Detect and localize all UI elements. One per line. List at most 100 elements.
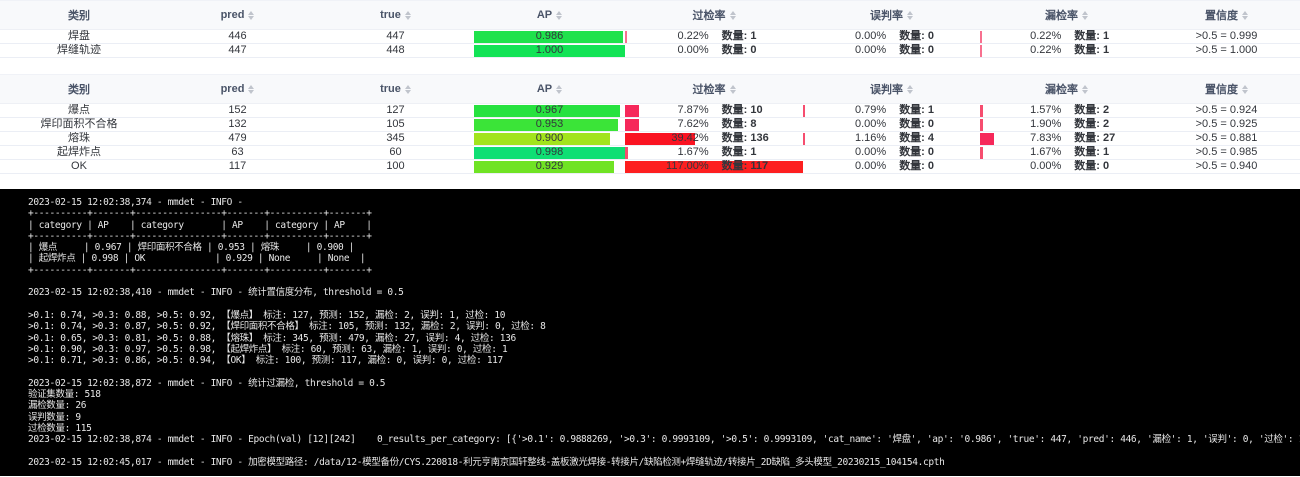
sort-asc-icon [556,84,563,89]
col-header-miss[interactable]: 漏检率 [980,75,1153,103]
col-header-conf[interactable]: 置信度 [1153,1,1300,29]
over-rate-value: 7.62% [677,118,709,130]
sort-caret-icon [248,84,255,94]
col-header-true[interactable]: true [317,75,474,103]
cell-over-rate: 39.42% 数量: 136 [625,132,803,145]
sort-caret-icon [556,10,563,20]
col-header-label: 误判率 [870,10,903,22]
cell-pred-value: 132 [228,118,247,130]
over-count-value: 数量: 10 [721,104,763,116]
col-header-label: true [380,83,401,95]
cell-pred: 446 [158,30,317,43]
miss-rate-value: 0.00% [1030,160,1062,172]
col-header-pred[interactable]: pred [158,75,317,103]
col-header-over[interactable]: 过检率 [625,1,803,29]
col-header-miss[interactable]: 漏检率 [980,1,1153,29]
cell-true: 100 [317,160,474,173]
mis-count-value: 数量: 0 [899,118,935,130]
sort-caret-icon [1242,84,1248,94]
over-count-value: 数量: 1 [721,30,757,42]
ap-value: 1.000 [535,44,564,56]
over-rate-value: 117.00% [666,160,709,172]
sort-desc-icon [1082,89,1088,94]
col-header-mis[interactable]: 误判率 [803,75,980,103]
terminal-line: 过检数量: 115 [28,422,92,434]
col-header-over[interactable]: 过检率 [625,75,803,103]
mis-rate-value: 0.00% [854,118,887,130]
cell-category: OK [0,160,158,173]
over-count-value: 数量: 0 [721,44,757,56]
col-header-pred[interactable]: pred [158,1,317,29]
cell-over-rate: 7.87% 数量: 10 [625,104,803,117]
miss-count-value: 数量: 1 [1074,30,1110,42]
cell-miss-rate: 1.90% 数量: 2 [980,118,1153,131]
sort-caret-icon [729,10,736,20]
cell-true-value: 60 [389,146,402,158]
mis-rate-value: 0.00% [854,160,887,172]
cell-category-value: 爆点 [68,104,90,116]
sort-asc-icon [1082,84,1088,89]
miss-rate-value: 1.57% [1030,104,1062,116]
cell-true: 60 [317,146,474,159]
cell-ap: 0.900 [474,132,625,145]
confidence-value: >0.5 = 0.985 [1195,146,1258,158]
cell-true-value: 100 [386,160,405,172]
sort-caret-icon [907,10,913,20]
col-header-label: 漏检率 [1045,84,1078,96]
cell-over-rate: 7.62% 数量: 8 [625,118,803,131]
weld-summary-table: 类别 pred true AP 过检率 误判率 漏检率 置信度 焊盘 446 447 0.986 0.2… [0,0,1300,58]
cell-confidence: >0.5 = 0.881 [1153,132,1300,145]
table-header-row: 类别 pred true AP 过检率 误判率 漏检率 置信度 [0,74,1300,104]
cell-category-value: 熔珠 [68,132,90,144]
col-header-label: pred [220,9,245,21]
mis-count-value: 数量: 1 [899,104,935,116]
table-row: 爆点 152 127 0.967 7.87% 数量: 10 0.79% 数量: 1 1.57% 数… [0,104,1300,118]
cell-true: 105 [317,118,474,131]
cell-ap: 0.967 [474,104,625,117]
cell-true-value: 447 [386,30,405,42]
col-header-true[interactable]: true [317,1,474,29]
sort-asc-icon [729,84,736,89]
cell-pred: 132 [158,118,317,131]
cell-category-value: 焊缝轨迹 [57,44,101,56]
over-rate-value: 39.42% [671,132,709,144]
sort-desc-icon [1242,15,1248,20]
terminal-line: +----------+-------+----------------+---… [28,264,372,276]
miss-rate-value: 0.22% [1030,30,1062,42]
cell-true-value: 105 [386,118,405,130]
cell-miss-rate: 1.67% 数量: 1 [980,146,1153,159]
ap-value: 0.986 [535,30,564,42]
ap-value: 0.900 [535,132,564,144]
miss-rate-bar [980,104,983,117]
sort-desc-icon [1242,89,1248,94]
cell-pred-value: 446 [228,30,247,42]
ap-value: 0.967 [535,104,564,116]
col-header-mis[interactable]: 误判率 [803,1,980,29]
terminal-line: +----------+-------+----------------+---… [28,208,372,220]
col-header-conf[interactable]: 置信度 [1153,75,1300,103]
cell-category-value: 起焊炸点 [57,146,101,158]
cell-ap: 0.986 [474,30,625,43]
sort-desc-icon [907,89,913,94]
cell-over-rate: 0.22% 数量: 1 [625,30,803,43]
cell-true: 127 [317,104,474,117]
confidence-value: >0.5 = 0.999 [1195,30,1258,42]
sort-caret-icon [404,84,411,94]
over-rate-value: 0.00% [677,44,709,56]
col-header-ap[interactable]: AP [474,75,625,103]
col-header-label: 漏检率 [1045,10,1078,22]
cell-pred: 117 [158,160,317,173]
over-rate-value: 1.67% [677,146,709,158]
cell-true-value: 345 [386,132,405,144]
mis-rate-value: 0.00% [854,146,887,158]
col-header-ap[interactable]: AP [474,1,625,29]
sort-asc-icon [404,10,411,15]
miss-count-value: 数量: 2 [1074,104,1110,116]
cell-confidence: >0.5 = 0.999 [1153,30,1300,43]
confidence-value: >0.5 = 0.925 [1195,118,1258,130]
table-row: 焊印面积不合格 132 105 0.953 7.62% 数量: 8 0.00% 数量: 0 1.… [0,118,1300,132]
cell-true: 345 [317,132,474,145]
over-rate-bar [625,104,639,117]
terminal-line: 2023-02-15 12:02:38,374 - mmdet - INFO - [28,197,249,208]
col-header-label: 置信度 [1205,10,1238,22]
